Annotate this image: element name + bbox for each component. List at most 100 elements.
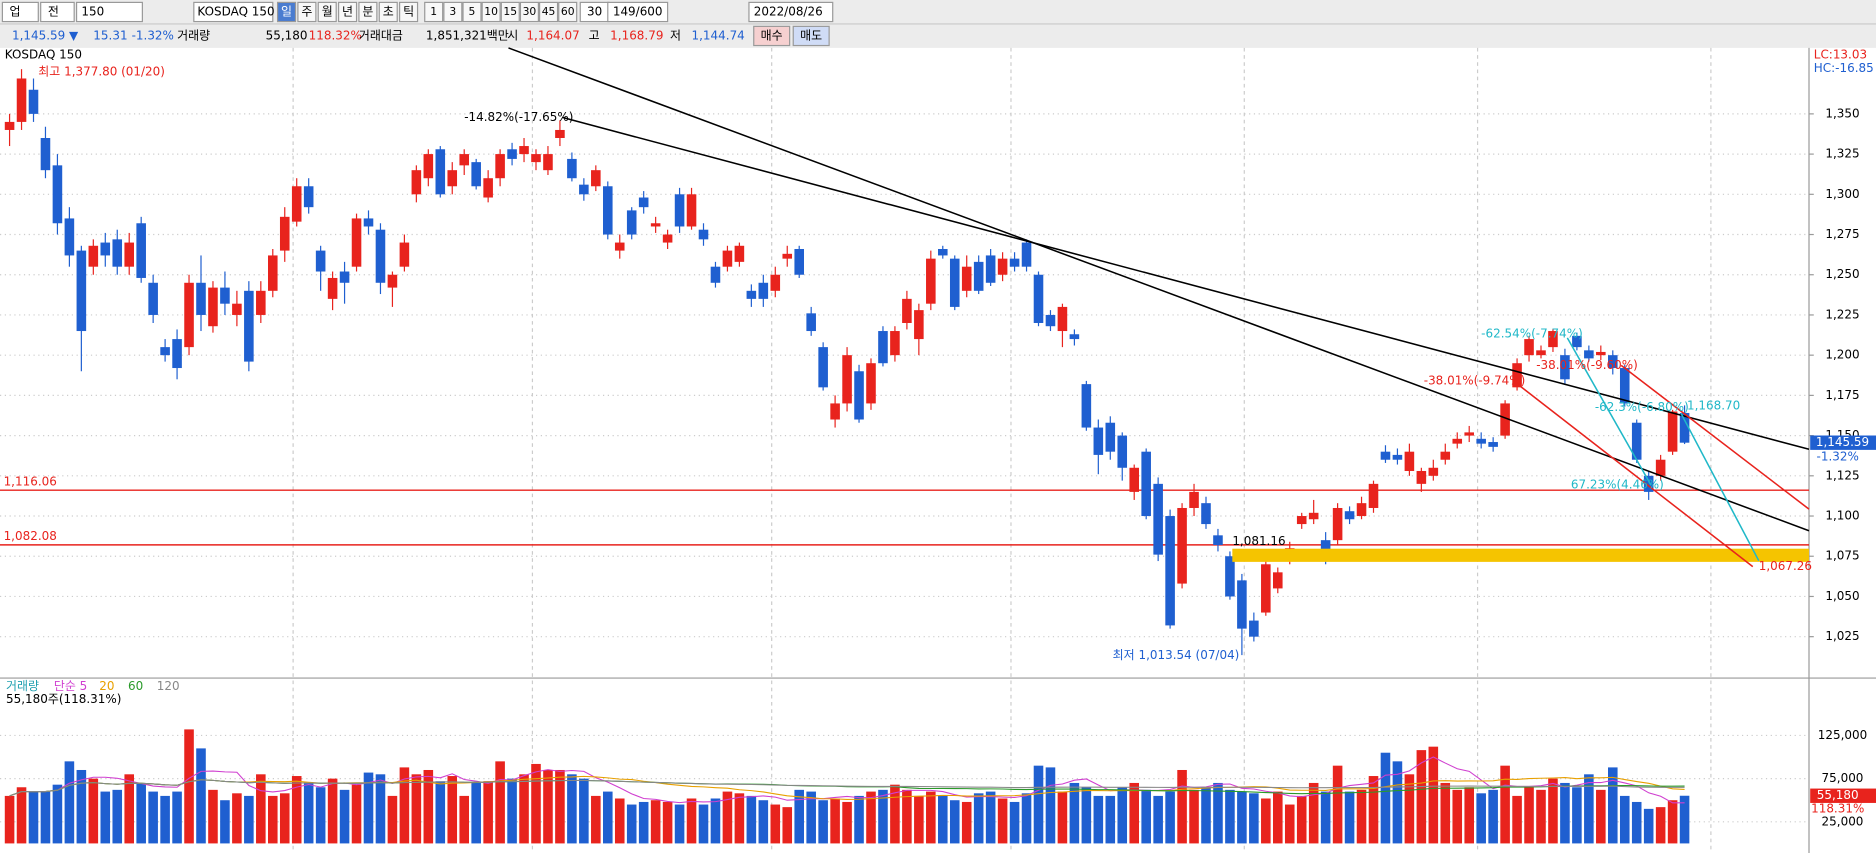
volume-bar <box>76 769 87 844</box>
buy-button[interactable] <box>753 25 791 47</box>
volume-bar <box>52 784 63 844</box>
candle-body <box>363 218 374 227</box>
moving-average <box>9 756 1685 804</box>
candle-body <box>603 186 613 235</box>
candle-body <box>1500 403 1510 436</box>
minute-button[interactable] <box>481 1 501 23</box>
period-button[interactable] <box>276 1 297 23</box>
candle-body <box>1021 242 1032 267</box>
prev-select[interactable] <box>40 1 75 23</box>
volume-bar <box>674 804 685 844</box>
candle-body <box>291 186 302 222</box>
hc: HC:-16.85 <box>1814 61 1874 75</box>
candle-body <box>1153 483 1163 555</box>
annotation: -62.54%(-7.74%) <box>1481 327 1583 341</box>
volume-bar <box>1643 808 1654 844</box>
candle-body <box>124 242 134 267</box>
volume-bar <box>973 793 984 844</box>
candle-body <box>638 197 649 208</box>
candle-body <box>938 248 948 256</box>
candle-body <box>232 303 242 315</box>
period-button[interactable] <box>317 1 337 23</box>
minute-button[interactable] <box>500 1 520 23</box>
volume-bar <box>244 795 254 844</box>
period-button[interactable] <box>399 1 419 23</box>
volume-bar <box>1416 750 1427 844</box>
minute: 45 <box>542 5 556 18</box>
legend-item: 120 <box>157 679 180 693</box>
minute-button[interactable] <box>443 1 463 23</box>
volume-bar <box>1081 787 1092 844</box>
code-input[interactable] <box>75 1 143 23</box>
candle-body <box>1416 470 1427 484</box>
minute-button[interactable] <box>462 1 482 23</box>
candle-body <box>710 266 721 283</box>
candle-body <box>662 234 673 243</box>
period-button[interactable] <box>337 1 358 23</box>
volume-bar <box>1512 795 1522 844</box>
candle-body <box>1643 475 1654 492</box>
y-tick-label: 125,000 <box>1818 728 1867 742</box>
prev: 전 <box>48 4 59 18</box>
candle-body <box>52 165 63 224</box>
volume-bar <box>1332 765 1343 844</box>
volume-bar <box>806 791 816 844</box>
y-tick-label: 1,025 <box>1825 629 1859 643</box>
volume-bar <box>1344 791 1355 844</box>
period-button[interactable] <box>358 1 378 23</box>
range-box[interactable] <box>607 1 669 23</box>
minute-button[interactable] <box>519 1 539 23</box>
volume-bar <box>256 774 266 844</box>
candle-body <box>112 239 123 267</box>
volume-bar <box>614 798 625 844</box>
moving-average <box>9 775 1685 800</box>
candle-body <box>28 89 39 114</box>
y-tick-label: 1,250 <box>1825 267 1859 281</box>
candle-body <box>1584 350 1594 359</box>
volume-bar <box>148 791 158 844</box>
period: 년 <box>342 4 353 18</box>
candle-body <box>411 170 422 195</box>
candle-body <box>1404 451 1415 471</box>
volume-bar <box>519 774 529 844</box>
candle-body <box>1536 350 1546 356</box>
minute-button[interactable] <box>558 1 578 23</box>
volume-bar <box>1572 787 1582 844</box>
volume-bar <box>471 782 481 844</box>
volume-bar <box>1619 795 1630 844</box>
candle-body <box>1069 334 1080 340</box>
sell-button[interactable] <box>792 25 830 47</box>
volume-bar <box>1488 789 1498 844</box>
candle-body <box>399 242 410 267</box>
volume-bar <box>1105 795 1116 844</box>
minute-button[interactable] <box>538 1 559 23</box>
period-button[interactable] <box>378 1 398 23</box>
candle-body <box>1476 438 1486 444</box>
volume-bar <box>650 800 661 844</box>
last-price-box <box>1810 435 1876 450</box>
volume-bar <box>818 800 828 844</box>
volume-bar <box>220 800 230 844</box>
volume-bar <box>136 782 146 844</box>
candle-body <box>1560 355 1570 380</box>
y-tick-label: 1,175 <box>1825 388 1859 402</box>
candle-body <box>196 282 206 315</box>
candle-body <box>1368 483 1379 508</box>
volume-bar <box>1320 791 1331 844</box>
minute-button[interactable] <box>424 1 444 23</box>
amount-label: 거래대금 <box>359 28 403 42</box>
candle-body <box>1655 459 1666 476</box>
volume-subtitle: 55,180주(118.31%) <box>6 692 121 706</box>
volume-bar <box>411 774 422 844</box>
volume-bar <box>88 778 99 844</box>
market-select[interactable] <box>1 1 39 23</box>
volume-bar <box>279 793 290 844</box>
candle-body <box>1141 451 1151 517</box>
period-button[interactable] <box>297 1 317 23</box>
date-box[interactable] <box>748 1 834 23</box>
zone-box <box>1232 548 1809 562</box>
legend-item: 20 <box>99 679 114 693</box>
candle-body <box>854 371 864 420</box>
volume-bar <box>782 807 793 844</box>
price: 1,145.59 ▼ <box>12 28 79 42</box>
